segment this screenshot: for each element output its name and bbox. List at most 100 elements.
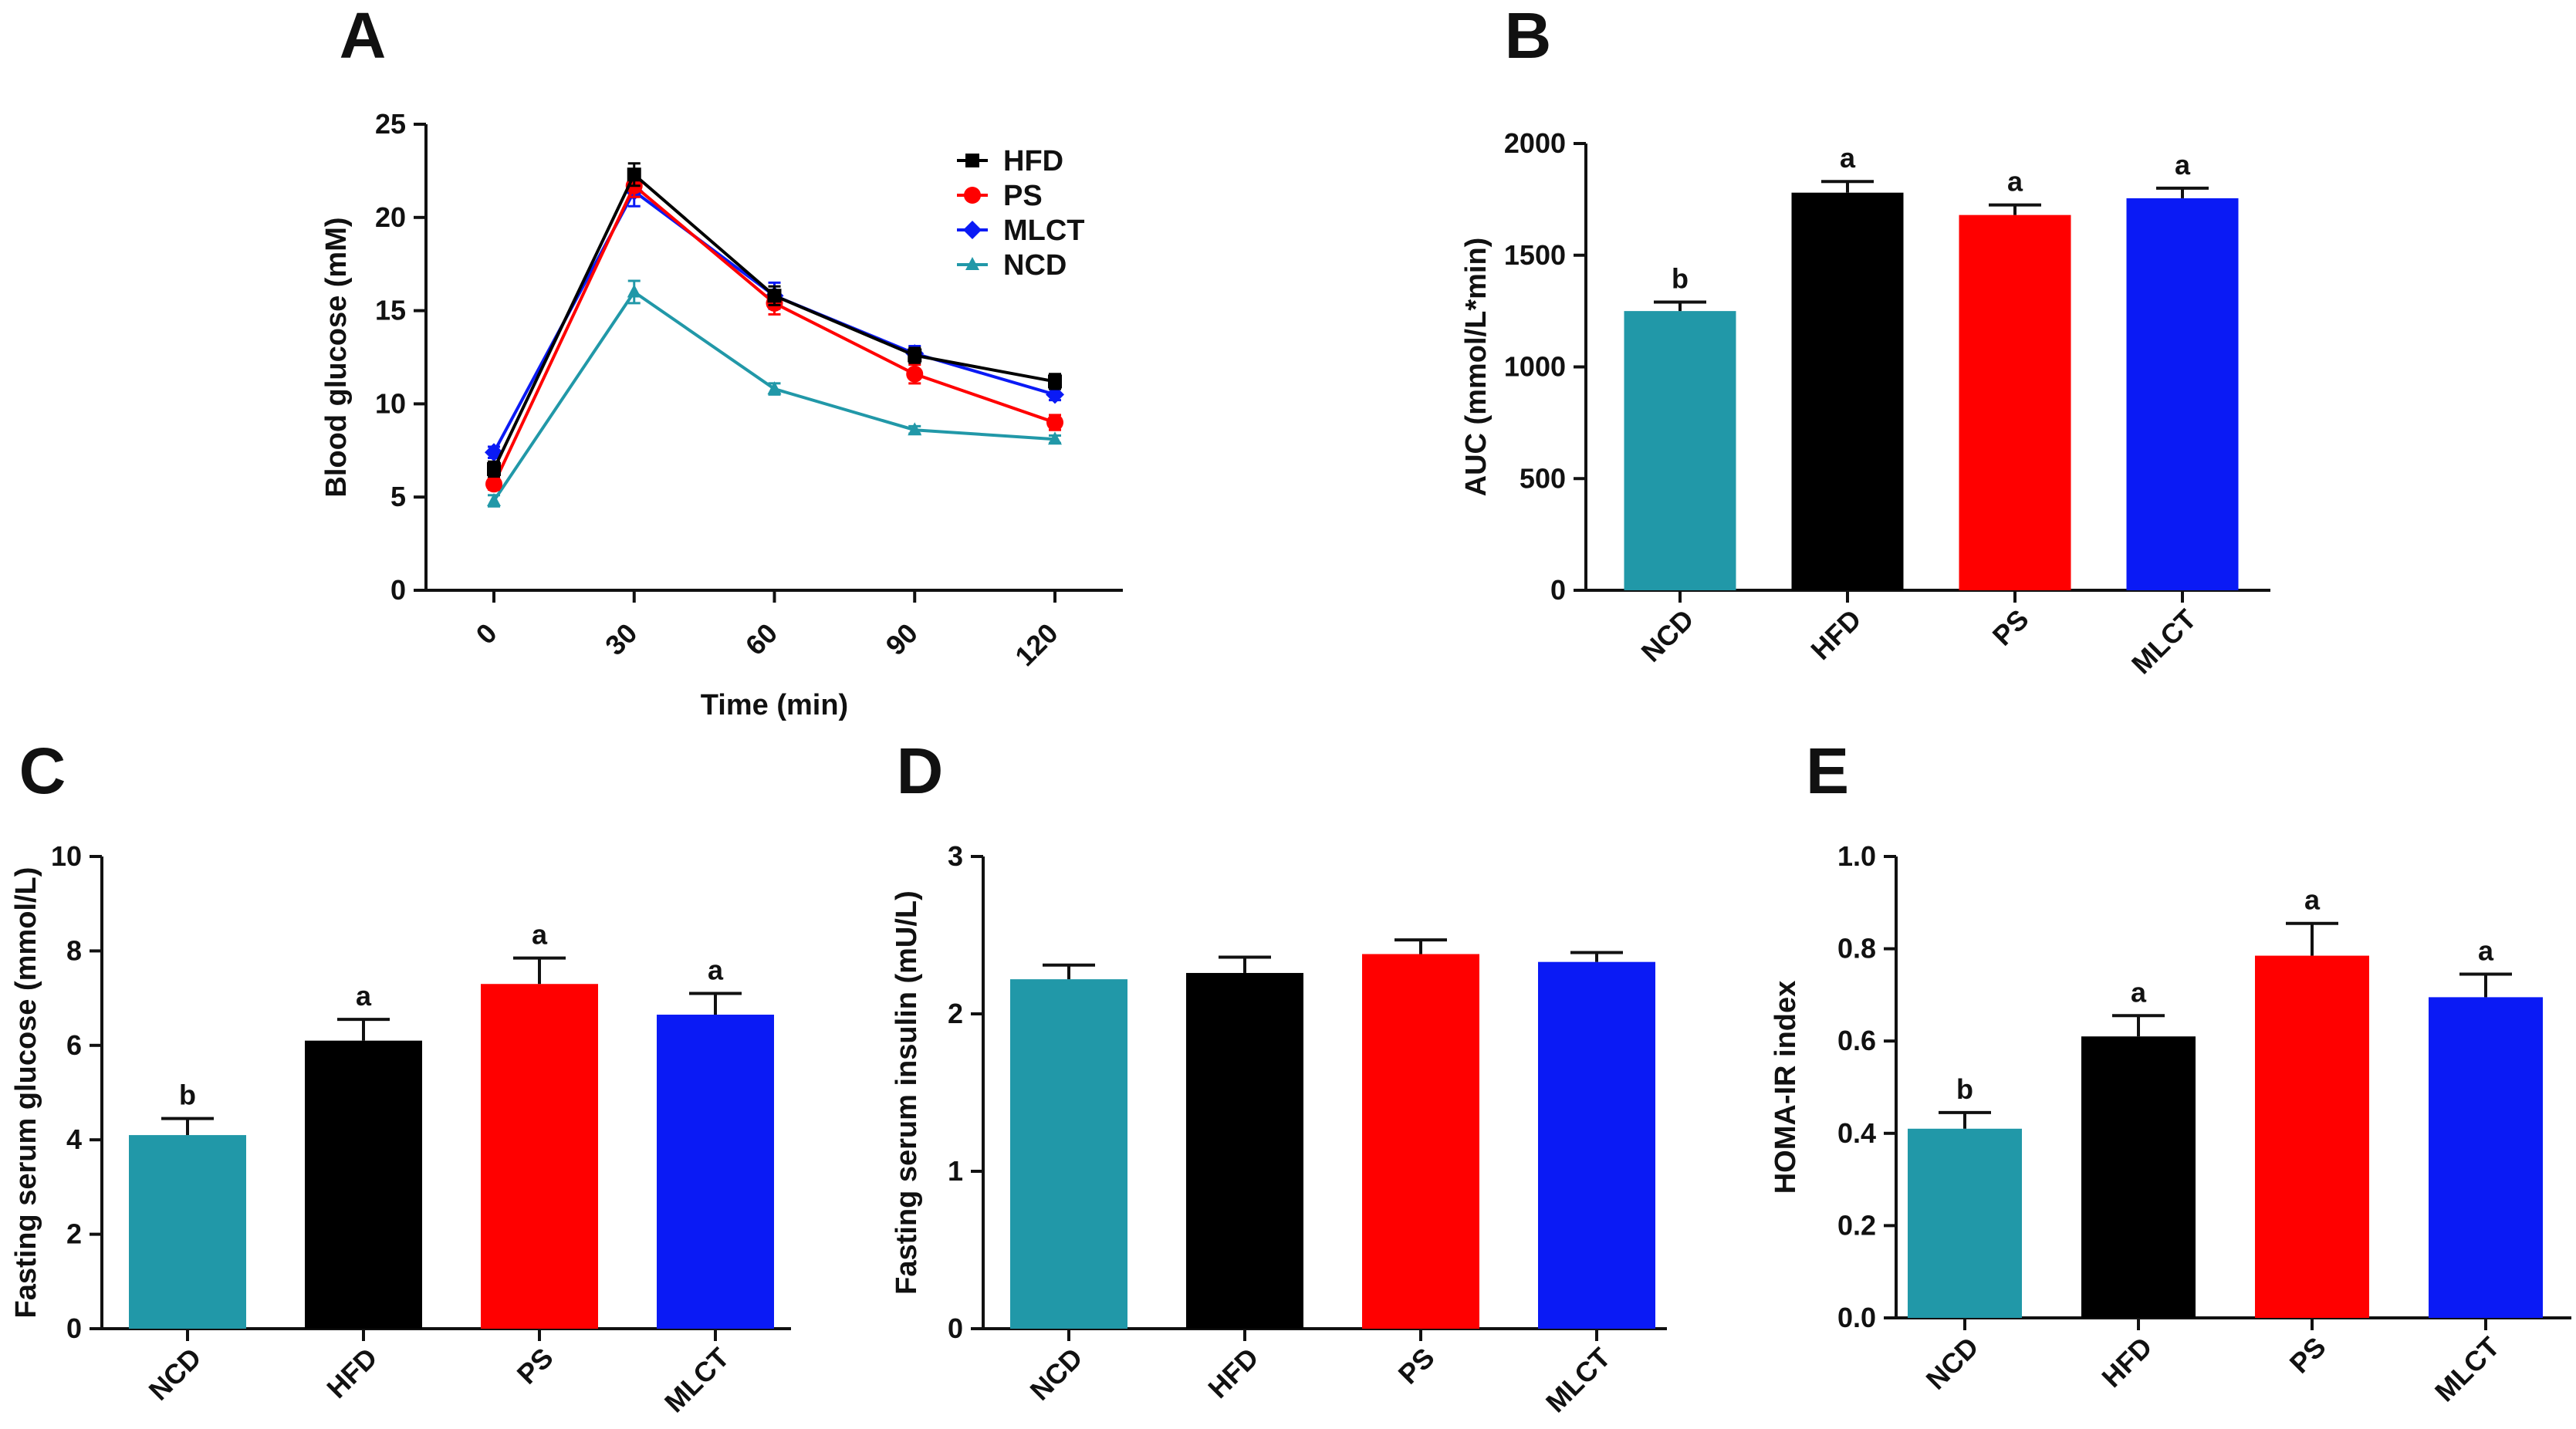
series-ncd [487, 279, 1062, 508]
y-tick-label: 2 [66, 1218, 82, 1250]
legend-label: NCD [1003, 249, 1067, 282]
legend-item-ncd: NCD [957, 249, 1067, 282]
series-line [492, 172, 1056, 470]
x-tick-label: HFD [320, 1342, 383, 1404]
y-tick-label: 0.4 [1837, 1117, 1876, 1149]
significance-letter: a [2131, 976, 2147, 1008]
bar [1010, 979, 1127, 1329]
bar-group-ps: a PS [2255, 884, 2369, 1380]
x-tick-label: PS [1392, 1342, 1441, 1390]
data-point [485, 475, 502, 493]
bar [1538, 961, 1655, 1329]
panel-label: D [897, 735, 944, 807]
bar [2081, 1036, 2196, 1318]
data-point [487, 493, 501, 507]
y-tick-label: 8 [66, 934, 82, 966]
bar-group-mlct: a MLCT [2125, 149, 2239, 680]
bar [1959, 215, 2071, 590]
bar-group-mlct: MLCT [1538, 951, 1655, 1419]
data-point [908, 348, 922, 363]
y-tick-label: 0 [390, 574, 406, 606]
legend-label: HFD [1003, 145, 1063, 177]
significance-letter: a [2478, 934, 2494, 966]
chart-panel-c: C 0 2 4 6 8 10 Fasting serum glucose (mmol/L) b N… [10, 735, 791, 1418]
bar [657, 1015, 774, 1329]
bar [2429, 997, 2543, 1318]
significance-letter: a [708, 954, 724, 985]
x-axis-label: Time (min) [701, 689, 848, 721]
x-tick-label: 0 [470, 617, 503, 650]
x-tick-label: NCD [1920, 1331, 1985, 1396]
data-point [767, 289, 782, 303]
x-tick-label: MLCT [2125, 603, 2202, 681]
bar-group-mlct: a MLCT [657, 954, 774, 1418]
y-tick-label: 4 [66, 1123, 82, 1155]
y-tick-label: 0.0 [1837, 1302, 1876, 1333]
bar-group-ncd: b NCD [1908, 1073, 2022, 1396]
bar [1908, 1128, 2022, 1318]
bar [2255, 955, 2369, 1318]
x-tick-label: 60 [739, 617, 783, 661]
x-tick-label: 90 [880, 617, 924, 661]
y-tick-label: 1500 [1504, 239, 1566, 271]
y-tick-label: 25 [375, 108, 406, 140]
bar [1624, 311, 1736, 590]
y-tick-label: 10 [375, 387, 406, 419]
significance-letter: a [532, 919, 548, 951]
y-tick-label: 2000 [1504, 127, 1566, 159]
data-point [487, 461, 501, 476]
bar [1791, 192, 1904, 590]
y-tick-label: 0.6 [1837, 1025, 1876, 1056]
data-point [1046, 414, 1063, 431]
y-tick-label: 6 [66, 1029, 82, 1061]
y-tick-label: 0.8 [1837, 933, 1876, 964]
data-point [965, 257, 979, 270]
x-tick-label: HFD [1202, 1342, 1264, 1404]
bar-group-hfd: HFD [1186, 955, 1303, 1404]
chart-panel-b: B 0 500 1000 1500 2000 AUC (mmol/L*min) b NCD a HF… [1460, 0, 2270, 680]
bar-group-ps: a PS [1959, 166, 2071, 652]
legend-item-ps: PS [957, 180, 1043, 212]
series-ps [485, 173, 1063, 493]
y-tick-label: 10 [51, 840, 82, 872]
legend-item-mlct: MLCT [957, 215, 1085, 247]
y-tick-label: 0 [66, 1312, 82, 1344]
chart-panel-e: E 0.0 0.2 0.4 0.6 0.8 1.0 HOMA-IR index b NCD a HFD… [1770, 735, 2571, 1407]
chart-panel-a: A 0 5 10 15 20 25 Blood glucose (mM) 0 30 60 90 120 T… [320, 0, 1123, 721]
data-point [906, 365, 924, 383]
x-tick-label: HFD [2095, 1331, 2158, 1394]
legend-item-hfd: HFD [957, 145, 1063, 177]
y-axis-label: AUC (mmol/L*min) [1460, 238, 1493, 497]
data-point [1048, 431, 1062, 445]
x-tick-label: HFD [1804, 603, 1867, 666]
data-point [627, 284, 641, 298]
bar-group-hfd: a HFD [1791, 142, 1904, 666]
bar-group-hfd: a HFD [305, 980, 422, 1404]
significance-letter: a [2304, 884, 2321, 916]
panel-label: A [340, 0, 387, 72]
x-tick-label: PS [2284, 1331, 2332, 1380]
bar-group-mlct: a MLCT [2429, 934, 2543, 1407]
y-tick-label: 0 [948, 1312, 963, 1344]
bar [2126, 198, 2239, 590]
data-point [1048, 374, 1062, 389]
y-tick-label: 0.2 [1837, 1209, 1876, 1241]
data-point [767, 381, 782, 395]
x-tick-label: 120 [1009, 617, 1063, 672]
x-tick-label: NCD [1635, 603, 1700, 668]
x-tick-label: MLCT [2429, 1331, 2506, 1408]
significance-letter: a [2175, 149, 2191, 181]
y-tick-label: 500 [1520, 462, 1566, 494]
x-tick-label: 30 [599, 617, 643, 661]
bar-group-ps: a PS [481, 919, 598, 1390]
x-tick-label: NCD [143, 1342, 208, 1407]
data-point [963, 221, 982, 239]
bar-group-hfd: a HFD [2081, 976, 2196, 1394]
bar-group-ncd: b NCD [1624, 263, 1736, 668]
x-tick-label: MLCT [1540, 1342, 1617, 1419]
y-axis-label: Blood glucose (mM) [320, 217, 353, 497]
x-tick-label: PS [1986, 603, 2035, 652]
y-tick-label: 1 [948, 1155, 963, 1187]
